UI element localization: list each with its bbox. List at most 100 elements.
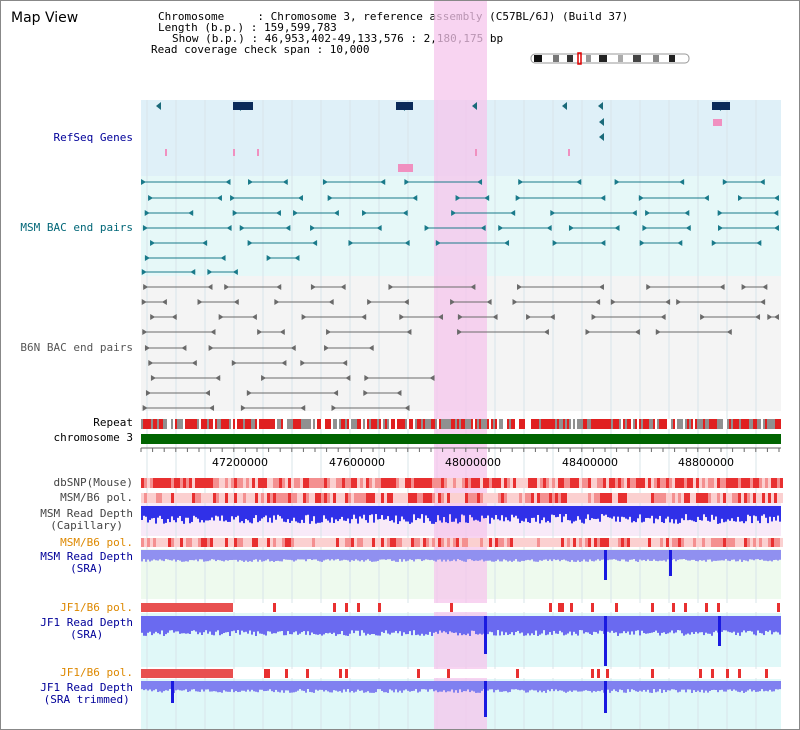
repeat-segment bbox=[519, 419, 521, 429]
msm-capillary-depth-bar bbox=[195, 506, 197, 518]
depth-spike bbox=[669, 550, 672, 576]
jf1-sra-depth-bar bbox=[183, 616, 185, 634]
track-label-msm-depth-sra[interactable]: MSM Read Depth (SRA) bbox=[40, 550, 133, 575]
msm-capillary-depth-bar bbox=[667, 506, 669, 517]
msm-bac-pair-end bbox=[498, 225, 504, 231]
jf1-sra-depth-bar bbox=[679, 616, 681, 631]
msm-pol-sra-cell bbox=[219, 538, 222, 547]
track-label-chromosome[interactable]: chromosome 3 bbox=[53, 431, 133, 444]
polymorphism-heat-tracks[interactable] bbox=[141, 478, 783, 678]
repeat-segment bbox=[215, 419, 217, 429]
msm-capillary-depth-bar bbox=[753, 506, 755, 516]
msm-capillary-depth-bar bbox=[517, 506, 519, 519]
repeat-segment bbox=[559, 419, 561, 429]
chromosome-bar[interactable] bbox=[141, 434, 781, 444]
refseq-gene-pink bbox=[568, 149, 570, 156]
msm-pol-cell bbox=[600, 493, 603, 503]
jf1-trimmed-depth-bar bbox=[473, 681, 475, 692]
jf1-pol-trimmed-cell bbox=[669, 669, 672, 678]
msm-pol-sra-cell bbox=[450, 538, 453, 547]
jf1-pol-cell bbox=[318, 603, 321, 612]
jf1-sra-depth-bar bbox=[575, 616, 577, 634]
msm-pol-sra-cell bbox=[144, 538, 147, 547]
dbsnp-cell bbox=[609, 478, 612, 488]
msm-bac-pair-end bbox=[141, 179, 147, 185]
read-depth-tracks[interactable] bbox=[141, 506, 781, 717]
msm-capillary-depth-bar bbox=[389, 506, 391, 521]
ideogram-position-marker[interactable] bbox=[577, 52, 582, 65]
track-label-msm-b6-pol-sra[interactable]: MSM/B6 pol. bbox=[60, 536, 133, 549]
track-label-jf1-depth-trimmed[interactable]: JF1 Read Depth (SRA trimmed) bbox=[40, 681, 133, 706]
msm-sra-depth-bar bbox=[763, 550, 765, 561]
track-label-b6n-bac[interactable]: B6N BAC end pairs bbox=[20, 341, 133, 354]
msm-sra-depth-bar bbox=[527, 550, 529, 560]
track-label-dbsnp[interactable]: dbSNP(Mouse) bbox=[53, 476, 133, 489]
msm-pol-cell bbox=[273, 493, 276, 503]
b6n-bac-pair-end bbox=[368, 345, 374, 351]
jf1-pol-cell bbox=[240, 603, 243, 612]
jf1-trimmed-depth-bar bbox=[643, 681, 645, 690]
jf1-trimmed-depth-bar bbox=[543, 681, 545, 691]
msm-sra-depth-bar bbox=[727, 550, 729, 561]
repeat-segment bbox=[503, 419, 505, 429]
jf1-trimmed-depth-bar bbox=[773, 681, 775, 692]
msm-pol-cell bbox=[777, 493, 780, 503]
jf1-trimmed-depth-bar bbox=[407, 681, 409, 691]
msm-pol-cell bbox=[384, 493, 387, 503]
msm-pol-sra-cell bbox=[621, 538, 624, 547]
msm-sra-depth-bar bbox=[545, 550, 547, 560]
repeat-segment bbox=[419, 419, 421, 429]
jf1-trimmed-depth-bar bbox=[727, 681, 729, 690]
msm-capillary-depth-bar bbox=[447, 506, 449, 524]
msm-pol-cell bbox=[678, 493, 681, 503]
msm-pol-cell bbox=[774, 493, 777, 503]
track-label-msm-b6-pol[interactable]: MSM/B6 pol. bbox=[60, 491, 133, 504]
jf1-trimmed-depth-bar bbox=[229, 681, 231, 692]
track-label-repeat[interactable]: Repeat bbox=[93, 416, 133, 429]
msm-sra-depth-bar bbox=[647, 550, 649, 560]
msm-capillary-depth-bar bbox=[561, 506, 563, 523]
track-label-msm-bac[interactable]: MSM BAC end pairs bbox=[20, 221, 133, 234]
jf1-pol-trimmed-cell bbox=[678, 669, 681, 678]
dbsnp-cell bbox=[522, 478, 525, 488]
msm-capillary-depth-bar bbox=[477, 506, 479, 521]
track-label-refseq[interactable]: RefSeq Genes bbox=[53, 131, 133, 144]
msm-sra-depth-bar bbox=[319, 550, 321, 562]
msm-capillary-depth-bar bbox=[179, 506, 181, 516]
msm-capillary-depth-bar bbox=[221, 506, 223, 516]
repeat-segment bbox=[689, 419, 691, 429]
jf1-sra-depth-bar bbox=[331, 616, 333, 634]
dbsnp-cell bbox=[480, 478, 483, 488]
jf1-sra-depth-bar bbox=[587, 616, 589, 633]
jf1-sra-depth-bar bbox=[439, 616, 441, 631]
repeat-segment bbox=[401, 419, 403, 429]
repeat-segment bbox=[303, 419, 305, 429]
repeat-segment bbox=[439, 419, 441, 429]
msm-pol-sra-cell bbox=[198, 538, 201, 547]
jf1-pol-trimmed-cell bbox=[351, 669, 354, 678]
msm-pol-sra-cell bbox=[684, 538, 687, 547]
repeat-track[interactable] bbox=[141, 419, 781, 429]
dbsnp-cell bbox=[348, 478, 351, 488]
jf1-trimmed-depth-bar bbox=[521, 681, 523, 690]
track-label-jf1-depth-sra[interactable]: JF1 Read Depth (SRA) bbox=[40, 616, 133, 641]
msm-sra-depth-bar bbox=[519, 550, 521, 562]
jf1-sra-depth-bar bbox=[477, 616, 479, 635]
jf1-sra-depth-bar bbox=[573, 616, 575, 632]
jf1-pol-trimmed-cell bbox=[294, 669, 297, 678]
msm-bac-pair-end bbox=[225, 179, 231, 185]
msm-pol-sra-cell bbox=[141, 538, 144, 547]
track-label-jf1-b6-pol-trimmed[interactable]: JF1/B6 pol. bbox=[60, 666, 133, 679]
msm-bac-pair-end bbox=[148, 195, 154, 201]
jf1-sra-depth-bar bbox=[271, 616, 273, 634]
jf1-trimmed-depth-bar bbox=[749, 681, 751, 690]
msm-sra-depth-bar bbox=[227, 550, 229, 561]
msm-pol-sra-cell bbox=[495, 538, 498, 547]
track-label-msm-depth-capillary[interactable]: MSM Read Depth (Capillary) bbox=[40, 507, 133, 532]
msm-sra-depth-bar bbox=[373, 550, 375, 562]
jf1-pol-trimmed-cell bbox=[306, 669, 309, 678]
chromosome-ideogram[interactable] bbox=[530, 52, 690, 65]
track-label-jf1-b6-pol[interactable]: JF1/B6 pol. bbox=[60, 601, 133, 614]
jf1-pol-cell bbox=[744, 603, 747, 612]
msm-capillary-depth-bar bbox=[639, 506, 641, 515]
